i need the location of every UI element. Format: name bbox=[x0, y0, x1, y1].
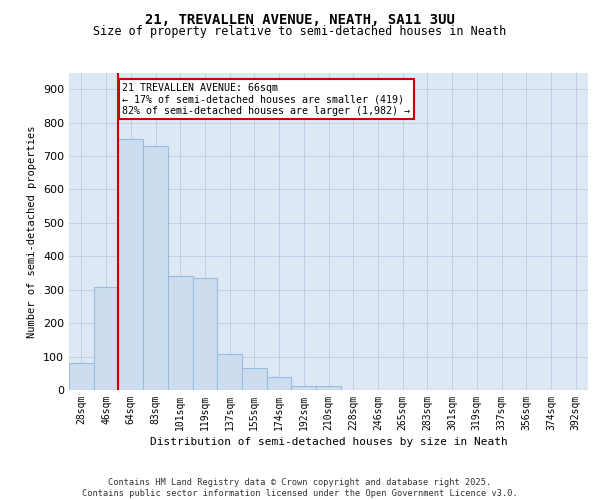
Bar bbox=[316, 386, 341, 390]
Bar bbox=[69, 364, 94, 390]
Bar bbox=[168, 276, 193, 390]
Bar bbox=[267, 378, 292, 390]
Bar bbox=[193, 278, 217, 390]
Text: 21 TREVALLEN AVENUE: 66sqm
← 17% of semi-detached houses are smaller (419)
82% o: 21 TREVALLEN AVENUE: 66sqm ← 17% of semi… bbox=[122, 82, 410, 116]
Text: 21, TREVALLEN AVENUE, NEATH, SA11 3UU: 21, TREVALLEN AVENUE, NEATH, SA11 3UU bbox=[145, 12, 455, 26]
Bar bbox=[217, 354, 242, 390]
Text: Size of property relative to semi-detached houses in Neath: Size of property relative to semi-detach… bbox=[94, 25, 506, 38]
Bar bbox=[94, 288, 118, 390]
Bar bbox=[242, 368, 267, 390]
Text: Contains HM Land Registry data © Crown copyright and database right 2025.
Contai: Contains HM Land Registry data © Crown c… bbox=[82, 478, 518, 498]
Bar bbox=[292, 386, 316, 390]
Bar bbox=[118, 140, 143, 390]
X-axis label: Distribution of semi-detached houses by size in Neath: Distribution of semi-detached houses by … bbox=[149, 437, 508, 447]
Bar bbox=[143, 146, 168, 390]
Y-axis label: Number of semi-detached properties: Number of semi-detached properties bbox=[28, 125, 37, 338]
